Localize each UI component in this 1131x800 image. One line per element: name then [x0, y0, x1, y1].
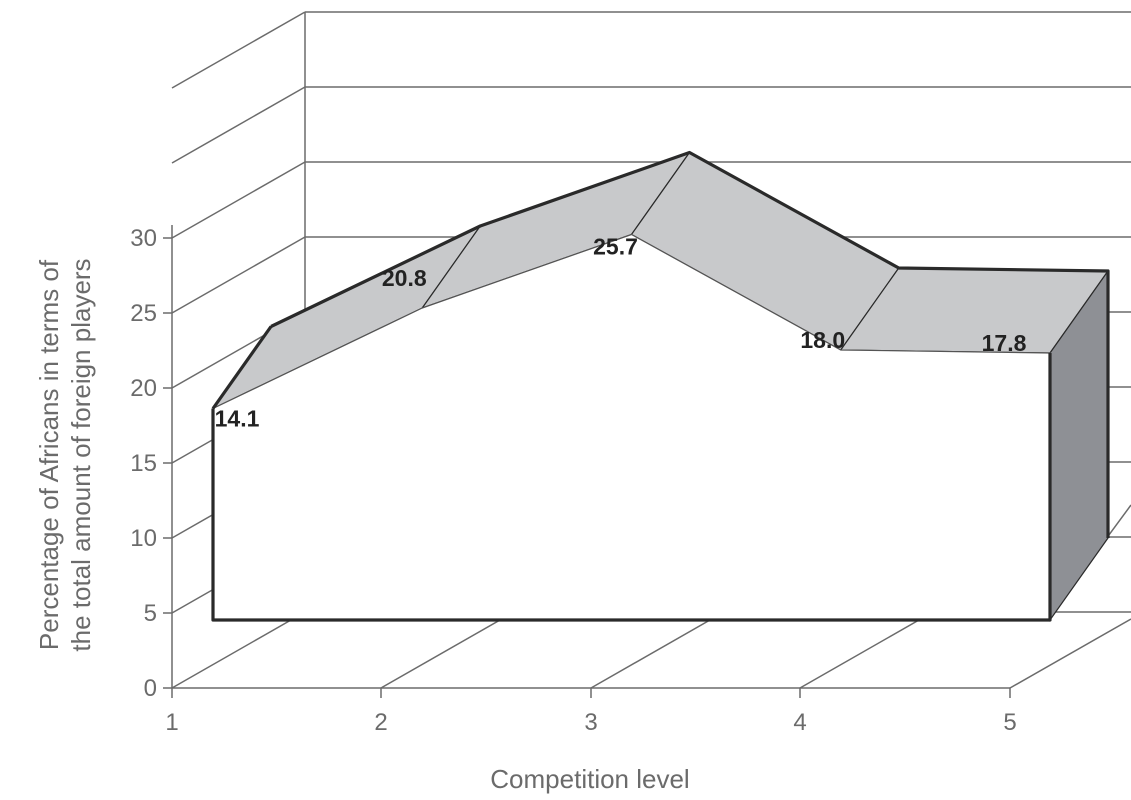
x-axis-title: Competition level: [490, 764, 689, 794]
y-tick-label: 10: [130, 525, 157, 552]
data-label: 18.0: [800, 327, 845, 353]
y-tick-label: 20: [130, 375, 157, 402]
floor-line-3: [590, 611, 725, 689]
side-wall-line-25: [171, 236, 306, 314]
area-back-outline: [270, 150, 1110, 538]
data-label: 14.1: [215, 406, 260, 432]
y-tick-label: 15: [130, 450, 157, 477]
x-tick-label: 4: [793, 709, 806, 736]
x-tick-label: 2: [374, 709, 387, 736]
floor-line-4: [799, 611, 934, 689]
x-tick-label: 3: [584, 709, 597, 736]
y-tick-label: 30: [130, 225, 157, 252]
area-front-outline: [211, 353, 1052, 622]
side-wall-line-35: [171, 86, 306, 164]
data-label: 25.7: [593, 234, 638, 260]
y-tick-label: 0: [144, 675, 157, 702]
area-series: [211, 150, 1110, 622]
area-left-edge: [211, 325, 273, 410]
x-tick-labels: 1 2 3 4 5: [165, 709, 1016, 736]
side-wall-line-30: [171, 161, 306, 239]
x-tick-label: 1: [165, 709, 178, 736]
floor-line-2: [380, 611, 515, 689]
floor-right-edge: [1009, 618, 1131, 689]
data-labels: 14.1 20.8 25.7 18.0 17.8: [215, 234, 1027, 432]
y-axis-title-line-2: the total amount of foreign players: [66, 258, 96, 651]
side-wall-line-0: [171, 611, 306, 689]
y-axis-title-line-1: Percentage of Africans in terms of: [34, 259, 64, 650]
y-tick-label: 25: [130, 300, 157, 327]
data-label: 20.8: [382, 265, 427, 291]
y-axis-title: Percentage of Africans in terms of the t…: [34, 258, 96, 651]
y-tick-labels: 0 5 10 15 20 25 30: [130, 225, 157, 702]
data-label: 17.8: [982, 330, 1027, 356]
x-tick-label: 5: [1003, 709, 1016, 736]
side-wall-line-40: [171, 11, 306, 89]
y-tick-label: 5: [144, 600, 157, 627]
